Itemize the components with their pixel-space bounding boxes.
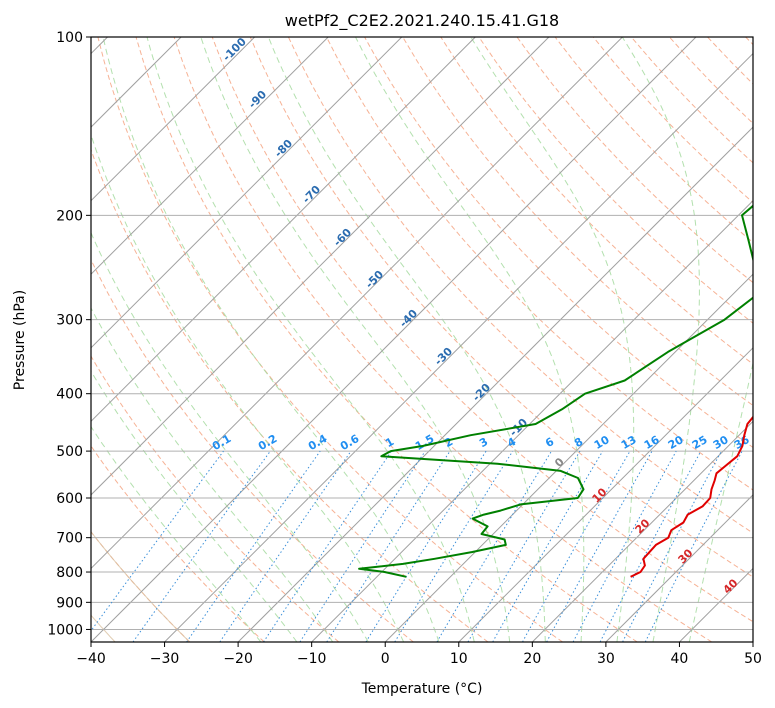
isotherm [91, 37, 256, 202]
moist-adiabat [146, 37, 475, 642]
plot-frame [90, 36, 754, 643]
x-tick-label: −40 [76, 651, 106, 667]
x-tick-label: −30 [150, 651, 180, 667]
dry-adiabat [91, 148, 489, 642]
moist-adiabat [688, 360, 753, 642]
x-tick-label: 10 [450, 651, 468, 667]
mixing-ratio-line [644, 450, 743, 642]
moist-adiabat [91, 307, 334, 642]
moist-adiabat [102, 37, 440, 642]
mixing-ratio-line [522, 450, 631, 642]
dry-adiabat [91, 355, 340, 642]
y-tick-label: 300 [56, 313, 83, 329]
dry-adiabat [97, 37, 563, 642]
y-tick-label: 400 [56, 387, 83, 403]
dry-adiabat [478, 37, 753, 324]
mixing-ratio-line [394, 450, 514, 642]
mixing-ratio-line [299, 450, 426, 642]
isotherm [237, 126, 753, 642]
mixing-ratio-lines [91, 450, 743, 642]
y-tick-label: 800 [56, 565, 83, 581]
y-tick-label: 1000 [47, 622, 83, 638]
y-tick-label: 500 [56, 444, 83, 460]
isotherm [458, 347, 753, 642]
guide-curve [91, 531, 191, 642]
dry-adiabat [326, 37, 753, 491]
moist-adiabat [200, 37, 511, 642]
isotherm [91, 37, 550, 496]
profile-line [630, 415, 753, 578]
dry-adiabat [402, 37, 753, 407]
isotherm [91, 37, 403, 349]
moist-adiabat [91, 133, 405, 642]
isotherm [91, 37, 623, 570]
isotherm [605, 494, 753, 642]
mixing-ratio-line [91, 450, 224, 632]
moist-adiabat [267, 37, 546, 642]
x-tick-label: 40 [671, 651, 689, 667]
dry-adiabat [249, 37, 753, 578]
mixing-ratio-line [572, 450, 677, 642]
isotherm [384, 273, 753, 642]
moist-adiabat [91, 231, 369, 642]
dry-adiabat [91, 445, 265, 642]
y-axis-label: Pressure (hPa) [12, 290, 28, 390]
mixing-ratio-line [326, 450, 451, 642]
profile-lines [358, 204, 753, 578]
isotherm [311, 199, 753, 642]
isotherm [91, 37, 329, 275]
x-tick-label: −10 [297, 651, 327, 667]
isotherm [91, 37, 476, 423]
y-tick-label: 900 [56, 595, 83, 611]
mixing-ratio-line [186, 450, 321, 642]
dry-adiabat [516, 37, 753, 284]
mixing-ratio-line [263, 450, 392, 642]
x-axis-label: Temperature (°C) [361, 681, 483, 697]
dry-adiabat [211, 37, 753, 623]
isotherm [164, 52, 753, 642]
chart-title: wetPf2_C2E2.2021.240.15.41.G18 [285, 11, 559, 31]
x-tick-label: 20 [523, 651, 541, 667]
x-tick-label: 0 [381, 651, 390, 667]
y-tick-label: 600 [56, 491, 83, 507]
isotherm [752, 641, 753, 642]
dry-adiabat [135, 37, 638, 642]
y-tick-label: 100 [56, 30, 83, 46]
y-tick-label: 700 [56, 531, 83, 547]
x-tick-label: −20 [223, 651, 253, 667]
profile-line [358, 204, 753, 578]
plot-area [91, 37, 753, 642]
x-tick-label: 50 [744, 651, 762, 667]
y-tick-label: 200 [56, 208, 83, 224]
moist-adiabat [91, 370, 298, 642]
mixing-ratio-line [219, 450, 352, 642]
moist-adiabat [91, 425, 262, 642]
background-lines [91, 37, 753, 642]
y-axis-ticks: 100 200 300 400 500 600 700 800 900 1000 [47, 30, 91, 638]
isotherm [91, 37, 697, 642]
moist-adiabat [621, 37, 700, 642]
mixing-ratio-line [546, 450, 653, 642]
moist-adiabat [355, 37, 585, 642]
x-axis-ticks: −40 −30 −20 −10 0 10 20 30 40 50 [76, 642, 762, 667]
isotherm [531, 420, 753, 642]
x-tick-label: 30 [597, 651, 615, 667]
mixing-ratio-line [132, 450, 271, 642]
